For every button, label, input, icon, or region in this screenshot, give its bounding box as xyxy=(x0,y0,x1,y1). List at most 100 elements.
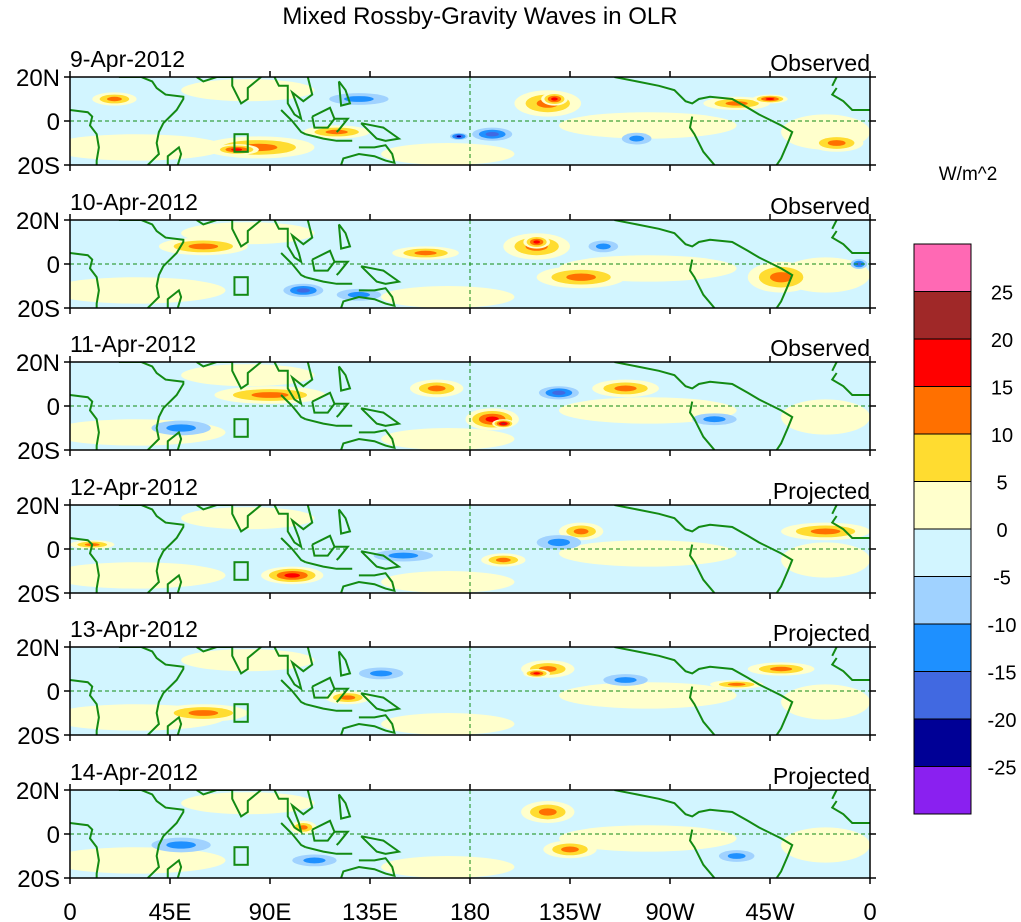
anomaly-band xyxy=(70,562,226,589)
panel-type: Projected xyxy=(773,478,870,504)
coastline xyxy=(273,790,314,835)
coastline xyxy=(273,647,314,692)
anomaly-contour xyxy=(303,857,326,864)
coastline xyxy=(233,133,249,153)
anomaly-band xyxy=(558,112,737,139)
coastline xyxy=(340,857,396,878)
coastline xyxy=(334,260,350,276)
anomaly-band xyxy=(558,682,737,709)
coastline xyxy=(311,534,336,557)
y-tick-label: 0 xyxy=(47,109,60,136)
y-tick-label: 20S xyxy=(17,866,60,893)
anomaly-contour xyxy=(770,666,793,672)
y-tick-label: 20S xyxy=(17,296,60,323)
panel-type: Projected xyxy=(773,763,870,789)
coastline xyxy=(340,714,396,735)
colorbar-box xyxy=(913,623,972,672)
panel-date: 9-Apr-2012 xyxy=(70,46,185,72)
anomaly-band xyxy=(381,571,515,593)
coastline xyxy=(340,144,396,165)
coastline xyxy=(831,362,838,372)
coastline xyxy=(196,505,262,533)
coastline xyxy=(196,77,262,105)
anomaly-contour xyxy=(827,140,846,146)
colorbar-label: -20 xyxy=(988,710,1017,732)
anomaly-contour xyxy=(251,392,289,398)
coastline xyxy=(70,537,100,593)
panel-type: Observed xyxy=(770,50,870,76)
coastline xyxy=(337,365,352,392)
coastline xyxy=(830,230,870,254)
colorbar-box xyxy=(913,291,972,340)
coastline xyxy=(334,545,350,561)
panel-date: 11-Apr-2012 xyxy=(70,331,196,357)
colorbar-box xyxy=(913,338,972,387)
coastline xyxy=(280,537,306,564)
colorbar-label: 15 xyxy=(991,378,1013,400)
coastline xyxy=(273,77,314,122)
colorbar: 25 20 15 10 5 0 -5 -10 -15 -20 -25 xyxy=(913,243,1017,815)
panel-3: 20N 0 20S 11-Apr-2012 Observed xyxy=(16,331,876,465)
coastline xyxy=(688,116,716,165)
coastline xyxy=(360,692,402,712)
chart-title: Mixed Rossby-Gravity Waves in OLR xyxy=(282,3,677,30)
anomaly-contour xyxy=(414,250,437,256)
panel-type: Observed xyxy=(770,193,870,219)
colorbar-label: 0 xyxy=(996,520,1007,542)
coastline xyxy=(196,647,262,675)
anomaly-contour xyxy=(703,416,726,423)
coastline xyxy=(340,429,396,450)
anomaly-contour xyxy=(810,528,841,535)
colorbar-box xyxy=(913,433,972,482)
y-tick-label: 0 xyxy=(47,822,60,849)
panel-4: 20N 0 20S 12-Apr-2012 Projected xyxy=(16,474,876,608)
x-tick-label: 90W xyxy=(645,899,695,922)
anomaly-contour xyxy=(388,552,419,559)
colorbar-box xyxy=(913,718,972,767)
coastline xyxy=(831,505,838,515)
coastline xyxy=(233,418,249,438)
y-tick-label: 20N xyxy=(16,778,60,805)
coastline xyxy=(831,647,838,657)
anomaly-contour xyxy=(427,385,446,392)
coastline xyxy=(118,647,185,735)
coastline xyxy=(311,106,336,129)
coastline xyxy=(311,819,336,842)
coastline xyxy=(614,505,794,593)
anomaly-contour xyxy=(370,670,393,677)
anomaly-band xyxy=(70,847,226,874)
y-tick-label: 0 xyxy=(47,394,60,421)
anomaly-contour xyxy=(347,291,370,298)
anomaly-contour xyxy=(284,573,300,578)
coastline xyxy=(830,372,870,396)
colorbar-box xyxy=(913,528,972,577)
anomaly-band xyxy=(381,856,515,878)
coastline xyxy=(614,77,794,165)
coastline xyxy=(334,687,350,703)
panel-5: 20N 0 20S 13-Apr-2012 Projected xyxy=(16,616,876,750)
x-tick-label: 0 xyxy=(863,899,876,922)
coastline xyxy=(830,657,870,681)
colorbar-box xyxy=(913,243,972,292)
coastline xyxy=(118,77,185,165)
anomaly-contour xyxy=(107,96,122,102)
coastline xyxy=(118,505,185,593)
x-tick-label: 180 xyxy=(450,899,490,922)
anomaly-contour xyxy=(340,695,356,700)
contour-field xyxy=(70,220,870,308)
x-tick-label: 0 xyxy=(63,899,76,922)
colorbar-label: 5 xyxy=(996,473,1007,495)
coastline xyxy=(340,572,396,593)
coastline xyxy=(830,800,870,824)
colorbar-units: W/m^2 xyxy=(939,164,998,185)
colorbar-box xyxy=(913,481,972,530)
colorbar-label: -15 xyxy=(988,663,1017,685)
anomaly-contour xyxy=(495,557,511,563)
anomaly-contour xyxy=(770,272,793,283)
anomaly-contour xyxy=(727,853,746,859)
contour-field xyxy=(70,647,870,735)
anomaly-band xyxy=(781,542,870,578)
anomaly-contour xyxy=(166,841,196,849)
